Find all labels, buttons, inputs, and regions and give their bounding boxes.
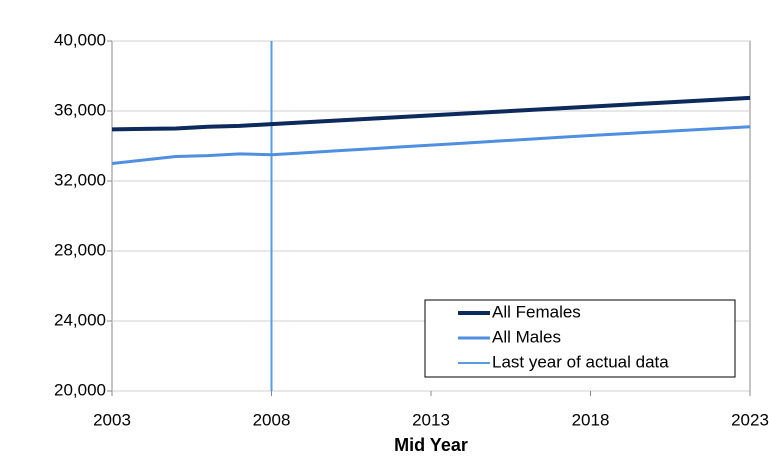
legend-label: Last year of actual data xyxy=(492,352,669,371)
legend-label: All Males xyxy=(492,327,561,346)
legend-label: All Females xyxy=(492,302,581,321)
x-tick-label: 2013 xyxy=(412,410,450,429)
legend: All Females All Males Last year of actual … xyxy=(424,299,736,378)
y-tick-label: 28,000 xyxy=(54,240,106,259)
series-line xyxy=(111,125,751,165)
y-tick-label: 40,000 xyxy=(54,30,106,49)
y-tick-label: 20,000 xyxy=(54,380,106,399)
y-tick-label: 32,000 xyxy=(54,170,106,189)
x-tick-label: 2018 xyxy=(572,410,610,429)
x-tick-label: 2008 xyxy=(253,410,291,429)
y-tick-label: 24,000 xyxy=(54,310,106,329)
y-tick-label: 36,000 xyxy=(54,100,106,119)
x-tick-label: 2003 xyxy=(93,410,131,429)
x-tick-label: 2023 xyxy=(731,410,769,429)
x-axis-label: Mid Year xyxy=(394,435,468,455)
series-line xyxy=(111,95,751,132)
